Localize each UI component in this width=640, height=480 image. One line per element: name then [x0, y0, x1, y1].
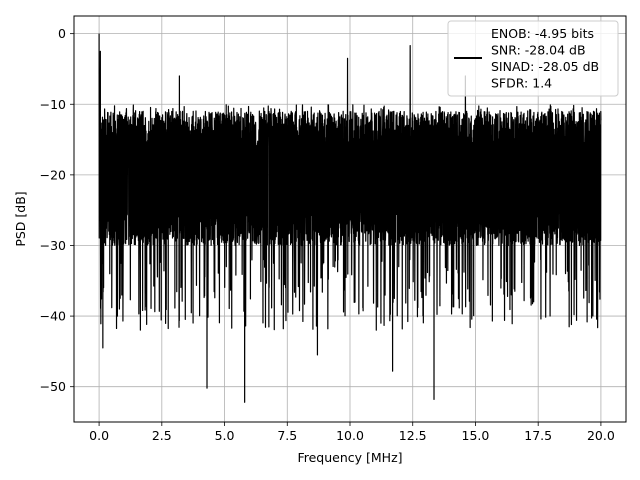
x-tick-label: 5.0	[215, 428, 235, 443]
legend-box	[447, 20, 619, 97]
x-tick-label: 12.5	[399, 428, 427, 443]
x-tick-label: 20.0	[587, 428, 615, 443]
legend-entry-enob: ENOB: -4.95 bits	[491, 26, 594, 41]
x-tick-label: 2.5	[152, 428, 172, 443]
x-axis-ticks: 0.0 2.5 5.0 7.5 10.0 12.5 15.0 17.5 20.0	[89, 422, 615, 443]
y-axis-label: PSD [dB]	[13, 191, 28, 246]
y-axis-ticks: 0 −10 −20 −30 −40 −50	[40, 26, 74, 394]
x-tick-label: 0.0	[89, 428, 109, 443]
psd-trace	[98, 33, 602, 403]
x-tick-label: 15.0	[462, 428, 490, 443]
x-tick-label: 17.5	[524, 428, 552, 443]
y-tick-label: −50	[40, 379, 66, 394]
psd-series	[98, 33, 602, 403]
legend: ENOB: -4.95 bits SNR: -28.04 dB SINAD: -…	[447, 20, 619, 97]
y-tick-label: −40	[40, 309, 66, 324]
x-tick-label: 10.0	[336, 428, 364, 443]
x-axis-label: Frequency [MHz]	[297, 450, 402, 465]
x-tick-label: 7.5	[277, 428, 297, 443]
y-tick-label: −30	[40, 238, 66, 253]
legend-entry-snr: SNR: -28.04 dB	[491, 43, 586, 58]
y-tick-label: 0	[58, 26, 66, 41]
y-tick-label: −10	[40, 97, 66, 112]
y-tick-label: −20	[40, 167, 66, 182]
legend-entry-sfdr: SFDR: 1.4	[491, 76, 552, 91]
legend-entry-sinad: SINAD: -28.05 dB	[491, 59, 599, 74]
